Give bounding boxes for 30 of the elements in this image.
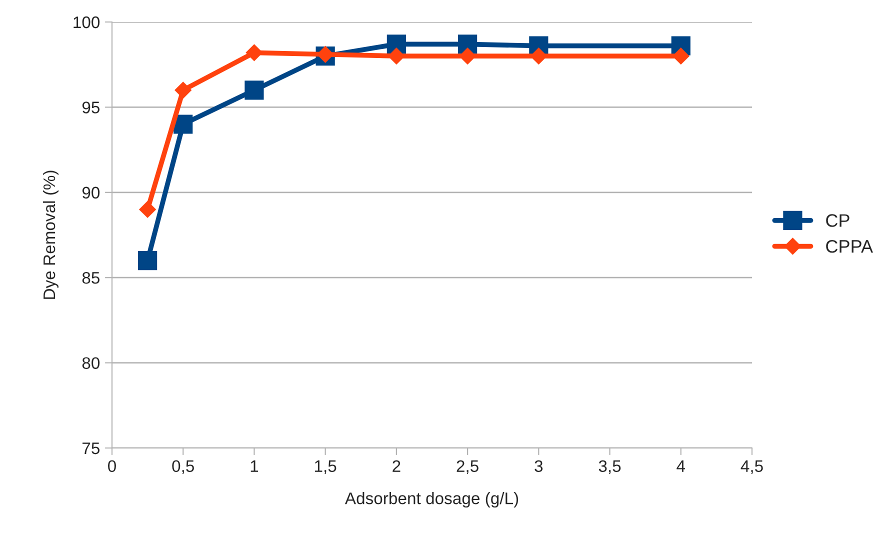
point [244,80,264,100]
y-tick-label: 95 [82,102,100,114]
x-tick-label: 2 [392,460,400,472]
point [246,44,263,62]
point [459,48,476,64]
x-tick-label: 0,5 [172,460,194,474]
point [174,82,192,99]
point [388,48,405,64]
point [316,46,334,63]
y-axis-title: Dye Removal (%) [42,170,58,299]
x-tick-label: 3 [534,460,543,472]
point [139,201,156,218]
x-axis-title: Adsorbent dosage (g/L) [344,492,518,508]
point [138,251,158,270]
y-tick-label: 90 [82,186,100,199]
legend-label: CPPA [826,240,874,253]
legend-label: CP [826,214,850,227]
y-tick-label: 85 [82,272,100,284]
y-tick-label: 80 [82,357,100,370]
x-tick-label: 4,5 [740,460,763,474]
x-tick-label: 4 [676,460,686,472]
y-tick-label: 75 [82,442,100,454]
y-tick-label: 100 [74,16,100,28]
x-tick-label: 2,5 [456,460,478,474]
point [672,48,690,64]
x-tick-label: 3,5 [598,460,621,474]
x-tick-label: 1 [250,460,258,472]
x-tick-label: 0 [108,460,116,472]
point [174,114,193,134]
x-tick-label: 1,5 [315,460,336,474]
